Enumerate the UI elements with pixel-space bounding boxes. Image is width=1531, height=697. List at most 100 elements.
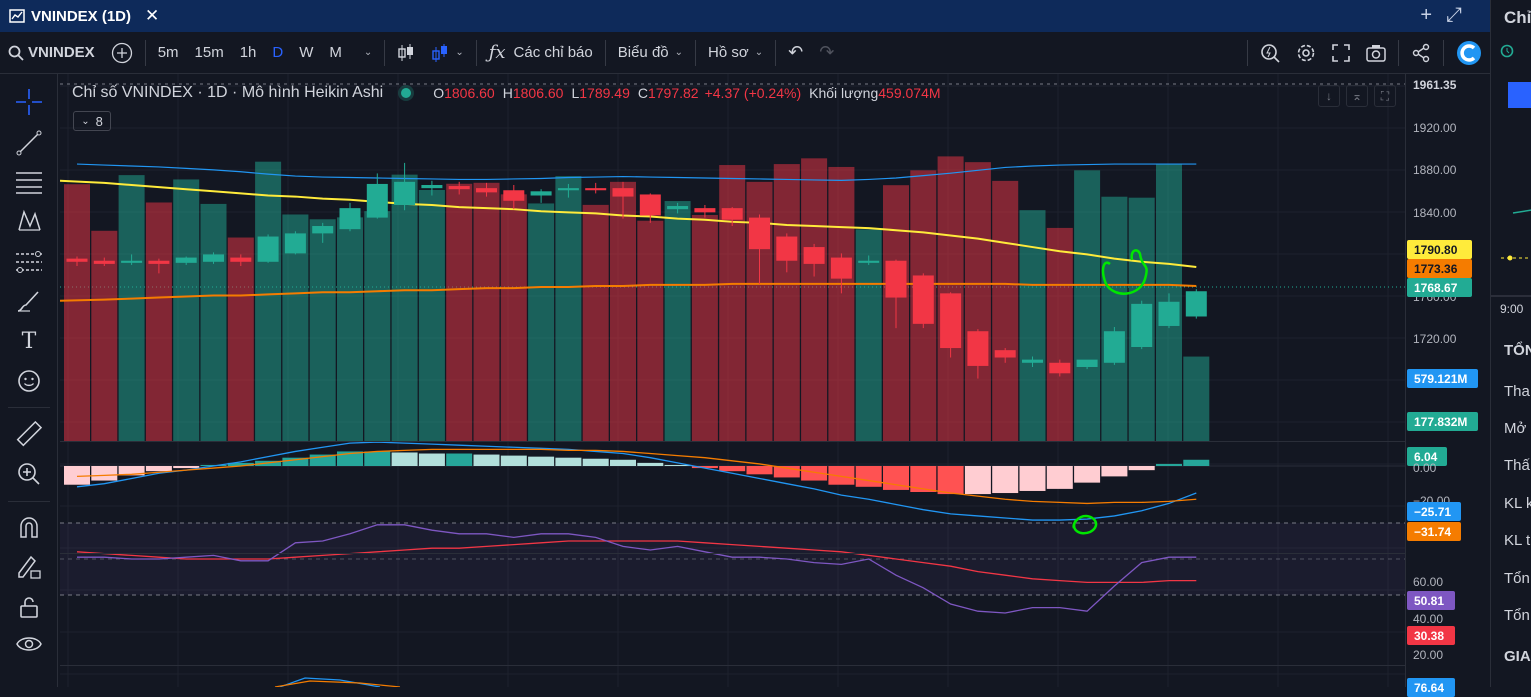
fullscreen-icon xyxy=(1332,43,1350,62)
volume-bar xyxy=(145,202,172,442)
eye-icon xyxy=(16,637,42,651)
candle-body xyxy=(749,217,770,250)
chart-menu-button[interactable]: Biểu đồ ⌄ xyxy=(610,32,691,73)
add-icon[interactable]: + xyxy=(1420,4,1446,26)
macd-histogram-bar xyxy=(801,466,828,481)
candle-body xyxy=(557,188,579,191)
maximize-pane-button[interactable]: ⛶ xyxy=(1374,85,1396,107)
chart-canvas[interactable] xyxy=(60,74,1405,687)
signal-line-badge: −31.74 xyxy=(1407,522,1461,541)
arrow-down-icon: ↓ xyxy=(1326,89,1332,103)
indicators-collapse-button[interactable]: ⌄ 8 xyxy=(73,111,111,131)
interval-m[interactable]: M xyxy=(329,44,342,61)
chevron-down-icon: ⌄ xyxy=(754,47,764,58)
panel-row: Tha xyxy=(1504,383,1530,400)
candle-body xyxy=(230,257,252,262)
redo-icon: ↷ xyxy=(819,42,835,62)
share-icon xyxy=(1412,43,1430,62)
ma-fast-line xyxy=(60,282,1197,302)
collapse-pane-button[interactable]: ⌅ xyxy=(1346,85,1368,107)
settings-button[interactable] xyxy=(1288,32,1324,73)
macd-histogram-bar xyxy=(964,466,991,495)
volume-bar xyxy=(309,219,336,442)
compare-symbol-button[interactable] xyxy=(103,32,141,73)
bar-style-candles-button[interactable] xyxy=(389,32,423,73)
candle-body xyxy=(940,293,962,349)
chevron-down-icon: ⌄ xyxy=(455,47,464,58)
symbol-search-button[interactable]: VNINDEX xyxy=(0,32,103,73)
crosshair-icon xyxy=(16,89,42,115)
volume-bar xyxy=(200,203,227,442)
hide-drawings-tool[interactable] xyxy=(12,629,46,659)
symbol-label: VNINDEX xyxy=(28,44,95,61)
volume-bar xyxy=(173,179,200,442)
candle-body xyxy=(121,260,143,263)
lock-drawing-tool[interactable] xyxy=(12,552,46,582)
lock-all-tool[interactable] xyxy=(12,592,46,622)
screenshot-button[interactable] xyxy=(1358,32,1394,73)
collapse-icon: ⌅ xyxy=(1351,89,1363,103)
forecast-tool[interactable] xyxy=(12,247,46,277)
quick-search-button[interactable] xyxy=(1252,32,1288,73)
indicators-button[interactable]: ƒx Các chỉ báo xyxy=(481,32,601,73)
profile-menu-button[interactable]: Hồ sơ ⌄ xyxy=(700,32,771,73)
candle-body xyxy=(721,208,743,220)
volume-bar xyxy=(801,158,828,442)
magnet-tool[interactable] xyxy=(12,512,46,542)
candle-body xyxy=(967,331,989,366)
move-pane-down-button[interactable]: ↓ xyxy=(1318,85,1340,107)
bar-style-heikin-button[interactable]: ⌄ xyxy=(423,32,471,73)
close-tab-button[interactable]: ✕ xyxy=(145,6,160,25)
fullscreen-button[interactable] xyxy=(1324,32,1358,73)
redo-button[interactable]: ↷ xyxy=(811,32,842,73)
macd-histogram-bar xyxy=(91,466,118,481)
macd-tick: 0.00 xyxy=(1413,461,1437,475)
pattern-icon xyxy=(18,209,41,231)
interval-w[interactable]: W xyxy=(299,44,314,61)
volume-bar xyxy=(1183,356,1210,442)
macd-histogram-bar xyxy=(773,466,800,478)
candle-body xyxy=(93,260,115,264)
interval-15m[interactable]: 15m xyxy=(194,44,224,61)
crosshair-tool[interactable] xyxy=(12,87,46,117)
brush-icon xyxy=(17,291,39,312)
emoji-tool[interactable] xyxy=(12,366,46,396)
macd-histogram-bar xyxy=(1019,466,1046,491)
panel-row: Mở xyxy=(1504,420,1527,437)
candle-body xyxy=(175,257,197,263)
panel-row: GIA xyxy=(1504,648,1531,665)
ruler-tool[interactable] xyxy=(12,419,46,449)
interval-5m[interactable]: 5m xyxy=(157,44,179,61)
market-status-icon xyxy=(401,88,412,98)
zoom-tool[interactable] xyxy=(12,459,46,489)
magnet-icon xyxy=(20,517,38,538)
rsi-tick: 40.00 xyxy=(1413,612,1444,626)
panel-row: Thấ xyxy=(1504,457,1530,474)
pattern-tool[interactable] xyxy=(12,206,46,236)
undo-button[interactable]: ↶ xyxy=(780,32,811,73)
volume-bar xyxy=(473,182,500,443)
text-tool[interactable]: T xyxy=(12,326,46,356)
heikin-ashi-icon xyxy=(432,43,448,62)
volume-bar xyxy=(64,184,90,442)
fib-tool[interactable] xyxy=(12,167,46,197)
brush-tool[interactable] xyxy=(12,287,46,317)
brand-logo[interactable] xyxy=(1448,32,1490,73)
macd-histogram-bar xyxy=(937,466,964,495)
expand-icon[interactable]: ⤢ xyxy=(1446,4,1476,26)
camera-icon xyxy=(1366,44,1386,62)
candle-body xyxy=(885,260,907,298)
interval-d[interactable]: D xyxy=(272,44,284,61)
trendline-tool[interactable] xyxy=(12,128,46,158)
price-tick: 1961.35 xyxy=(1413,78,1457,92)
volume-bar xyxy=(610,181,636,442)
macd-line-badge: −25.71 xyxy=(1407,502,1461,521)
panel-action-button[interactable] xyxy=(1508,82,1531,108)
interval-1h[interactable]: 1h xyxy=(239,44,257,61)
share-button[interactable] xyxy=(1403,32,1439,73)
candle-body xyxy=(994,350,1016,358)
volume-ma-line xyxy=(76,163,1197,182)
interval-dropdown[interactable]: ⌄ xyxy=(350,32,380,73)
candle-body xyxy=(776,236,798,261)
volume-bar xyxy=(364,211,391,442)
